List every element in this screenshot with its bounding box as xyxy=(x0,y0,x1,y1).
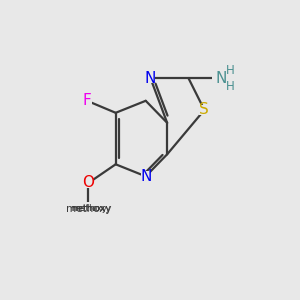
Text: S: S xyxy=(200,102,209,117)
FancyBboxPatch shape xyxy=(84,178,93,188)
Text: N: N xyxy=(216,71,227,86)
Text: F: F xyxy=(83,93,92,108)
FancyBboxPatch shape xyxy=(146,74,155,83)
Text: methoxy: methoxy xyxy=(70,204,107,213)
FancyBboxPatch shape xyxy=(77,203,100,214)
Text: N: N xyxy=(145,71,156,86)
Text: O: O xyxy=(82,176,94,190)
FancyBboxPatch shape xyxy=(141,171,150,181)
Text: N: N xyxy=(140,169,152,184)
FancyBboxPatch shape xyxy=(71,202,106,216)
FancyBboxPatch shape xyxy=(212,70,232,87)
FancyBboxPatch shape xyxy=(199,105,210,115)
Text: methoxy: methoxy xyxy=(66,204,111,214)
Text: H: H xyxy=(226,80,235,93)
Text: H: H xyxy=(226,64,235,77)
Text: methoxy: methoxy xyxy=(71,204,111,213)
FancyBboxPatch shape xyxy=(82,96,92,106)
